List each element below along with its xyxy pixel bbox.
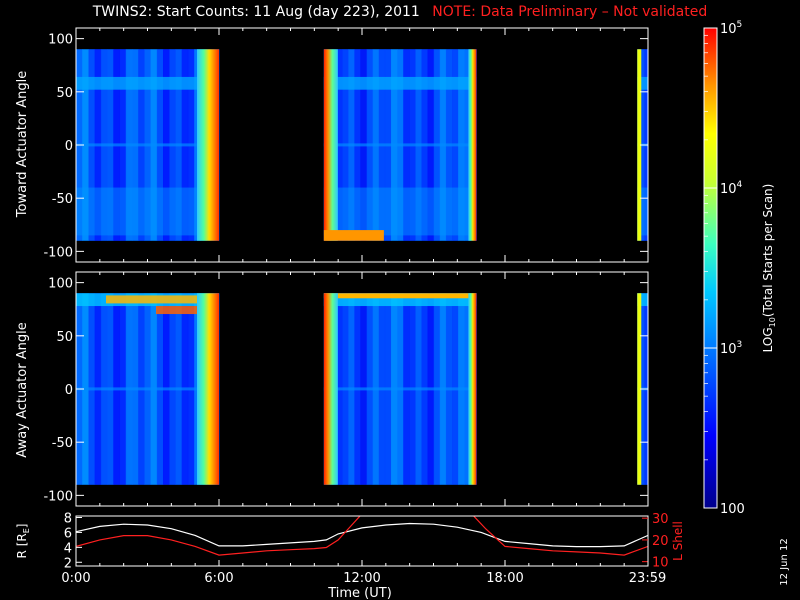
heatmap-band	[323, 387, 477, 391]
y-tick-label: -50	[52, 192, 73, 207]
data-interval	[323, 293, 477, 485]
toward-ylabel: Toward Actuator Angle	[15, 71, 30, 218]
x-tick-label: 6:00	[204, 571, 233, 586]
heatmap-band	[637, 293, 648, 307]
y-tick-label: 0	[65, 139, 73, 154]
y-tick-label-right: 10	[652, 556, 669, 571]
heatmap-edge	[323, 49, 338, 241]
y-tick-label: 100	[48, 277, 73, 292]
y-tick-label: 100	[48, 33, 73, 48]
colorbar: 100 103 104 105	[703, 20, 745, 517]
data-interval	[323, 49, 477, 241]
preliminary-note: NOTE: Data Preliminary – Not validated	[432, 4, 708, 20]
orbit-left-label: R [RE]	[15, 524, 31, 559]
date-stamp: 12 Jun 12	[779, 538, 790, 585]
heatmap-edge	[468, 293, 477, 485]
heatmap-hotspot	[106, 295, 209, 304]
y-tick-label: -50	[52, 436, 73, 451]
colorbar-tick-label: 103	[720, 340, 742, 357]
heatmap-edge	[323, 293, 338, 485]
heatmap-edge	[197, 49, 219, 241]
x-axis-label: Time (UT)	[327, 586, 392, 600]
heatmap-band	[76, 143, 219, 147]
colorbar-label: LOG10(Total Starts per Scan)	[761, 184, 777, 353]
heatmap-band	[76, 187, 219, 236]
y-tick-label: -100	[43, 489, 73, 504]
colorbar-gradient	[703, 27, 718, 509]
figure-title: TWINS2: Start Counts: 11 Aug (day 223), …	[0, 4, 800, 20]
heatmap-edge	[637, 49, 642, 241]
series-line-r	[76, 522, 648, 548]
heatmap-band	[637, 76, 648, 90]
y-tick-label: 6	[64, 526, 72, 541]
y-tick-label-right: 20	[652, 534, 669, 549]
chart-title: TWINS2: Start Counts: 11 Aug (day 223), …	[92, 4, 420, 20]
y-tick-label: 50	[56, 330, 73, 345]
y-tick-label: 2	[64, 556, 72, 571]
heatmap-edge	[637, 293, 642, 485]
toward-heatmap-panel: 100 50 0 -50 -100	[43, 27, 649, 263]
colorbar-tick-label: 105	[720, 20, 742, 37]
heatmap-hotspot	[323, 293, 477, 299]
x-tick-label: 18:00	[486, 571, 523, 586]
heatmap-edge	[468, 49, 477, 241]
heatmap-band	[637, 187, 648, 236]
y-tick-label-right: 30	[652, 512, 669, 527]
heatmap-band	[76, 387, 219, 391]
heatmap-band	[323, 143, 477, 147]
orbit-right-label: L Shell	[671, 521, 685, 561]
heatmap-hotspot	[323, 230, 384, 241]
heatmap-hotspot	[156, 306, 209, 315]
y-tick-label: 4	[64, 541, 72, 556]
series-line-l-shell	[76, 516, 648, 556]
heatmap-edge	[197, 293, 219, 485]
heatmap-band	[323, 76, 477, 90]
away-ylabel: Away Actuator Angle	[15, 322, 30, 457]
y-tick-label: 0	[65, 383, 73, 398]
heatmap-band	[323, 187, 477, 236]
colorbar-tick-label: 104	[720, 180, 743, 197]
y-tick-label: 8	[64, 511, 72, 526]
y-tick-label: 50	[56, 86, 73, 101]
x-tick-label: 12:00	[343, 571, 380, 586]
x-tick-label: 0:00	[61, 571, 90, 586]
data-interval	[76, 49, 220, 241]
panel-frame	[75, 515, 649, 567]
y-tick-label: -100	[43, 245, 73, 260]
x-tick-label: 23:59	[629, 571, 666, 586]
away-heatmap-panel: 100 50 0 -50 -100	[43, 271, 649, 507]
colorbar-tick-label: 100	[720, 502, 745, 517]
heatmap-band	[76, 76, 219, 90]
data-interval	[76, 293, 220, 485]
